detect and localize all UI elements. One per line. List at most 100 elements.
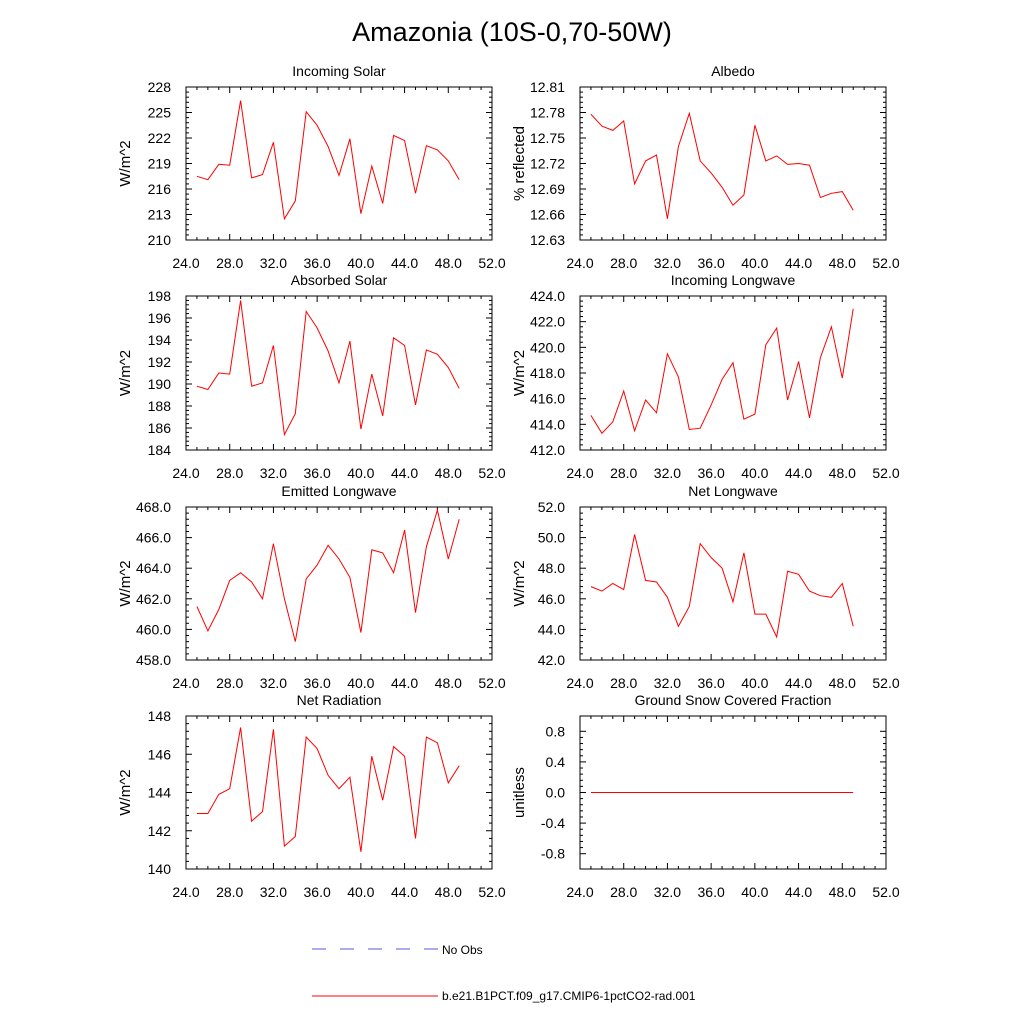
x-tick-label: 48.0 <box>829 884 856 900</box>
x-tick-label: 40.0 <box>347 884 374 900</box>
y-tick-label: 0.4 <box>546 754 566 770</box>
series-line <box>196 100 460 221</box>
x-tick-label: 24.0 <box>172 465 199 481</box>
plot-frame <box>185 295 493 451</box>
x-tick-label: 44.0 <box>785 884 812 900</box>
y-tick-label: 219 <box>148 156 172 172</box>
y-tick-label: 12.63 <box>530 232 565 248</box>
x-tick-label: 44.0 <box>785 675 812 691</box>
chart-panel: Incoming Solar W/m^2 24.0 28.0 32.0 36.0 40.0 4… <box>117 63 506 271</box>
x-tick-label: 48.0 <box>435 675 462 691</box>
y-tick-label: 198 <box>148 288 172 304</box>
x-tick-label: 52.0 <box>478 675 505 691</box>
x-tick-label: 44.0 <box>391 465 418 481</box>
plot-frame <box>579 715 887 870</box>
plot-frame <box>185 506 493 661</box>
y-tick-label: 222 <box>148 130 172 146</box>
y-tick-label: 12.75 <box>530 130 565 146</box>
x-tick-label: 24.0 <box>172 884 199 900</box>
plot-frame <box>579 86 887 241</box>
x-tick-label: 52.0 <box>478 255 505 271</box>
x-tick-label: 28.0 <box>610 255 637 271</box>
x-tick-label: 36.0 <box>304 884 331 900</box>
figure-title: Amazonia (10S-0,70-50W) <box>352 17 672 47</box>
plot-frame <box>185 86 493 241</box>
x-tick-label: 28.0 <box>610 675 637 691</box>
y-tick-label: 48.0 <box>538 560 565 576</box>
x-tick-label: 52.0 <box>872 675 899 691</box>
y-tick-label: 225 <box>148 105 172 121</box>
x-tick-label: 32.0 <box>654 465 681 481</box>
y-tick-label: 190 <box>148 376 172 392</box>
x-tick-label: 44.0 <box>785 255 812 271</box>
x-tick-label: 40.0 <box>347 465 374 481</box>
x-tick-label: 40.0 <box>741 884 768 900</box>
y-tick-label: 424.0 <box>530 288 565 304</box>
panel-title: Net Radiation <box>297 692 382 708</box>
y-tick-label: 462.0 <box>136 591 171 607</box>
x-tick-label: 48.0 <box>829 675 856 691</box>
x-tick-label: 28.0 <box>216 465 243 481</box>
series-line <box>196 727 460 852</box>
y-tick-label: 468.0 <box>136 499 171 515</box>
plot-frame <box>579 295 887 451</box>
y-tick-label: 188 <box>148 398 172 414</box>
y-tick-label: 210 <box>148 232 172 248</box>
x-tick-label: 24.0 <box>566 675 593 691</box>
x-tick-label: 36.0 <box>304 675 331 691</box>
x-tick-label: 32.0 <box>654 675 681 691</box>
y-tick-label: 416.0 <box>530 391 565 407</box>
y-tick-label: 142 <box>148 823 172 839</box>
y-tick-label: 12.66 <box>530 207 565 223</box>
y-tick-label: 418.0 <box>530 365 565 381</box>
y-tick-label: 0.8 <box>546 723 566 739</box>
x-tick-label: 40.0 <box>347 675 374 691</box>
y-tick-label: 46.0 <box>538 591 565 607</box>
panel-title: Albedo <box>711 63 755 79</box>
y-axis-label: W/m^2 <box>117 560 134 606</box>
y-tick-label: 213 <box>148 207 172 223</box>
legend: No Obs b.e21.B1PCT.f09_g17.CMIP6-1pctCO2… <box>312 943 696 1003</box>
y-tick-label: 146 <box>148 746 172 762</box>
chart-panel: Absorbed Solar W/m^2 24.0 28.0 32.0 36.0 40.0 4… <box>117 272 506 481</box>
x-tick-label: 24.0 <box>172 675 199 691</box>
panel-title: Incoming Solar <box>292 63 386 79</box>
x-tick-label: 48.0 <box>829 255 856 271</box>
y-tick-label: 186 <box>148 420 172 436</box>
y-tick-label: 140 <box>148 861 172 877</box>
y-tick-label: -0.4 <box>541 815 565 831</box>
y-tick-label: 42.0 <box>538 652 565 668</box>
x-tick-label: 48.0 <box>435 465 462 481</box>
x-tick-label: 40.0 <box>741 675 768 691</box>
x-tick-label: 40.0 <box>741 255 768 271</box>
x-tick-label: 52.0 <box>478 465 505 481</box>
y-tick-label: 50.0 <box>538 530 565 546</box>
y-tick-label: -0.8 <box>541 846 565 862</box>
series-line <box>590 534 854 639</box>
x-tick-label: 44.0 <box>391 255 418 271</box>
panel-title: Emitted Longwave <box>281 483 396 499</box>
chart-panel: Incoming Longwave W/m^2 24.0 28.0 32.0 36.0 40… <box>511 272 900 481</box>
x-tick-label: 52.0 <box>478 884 505 900</box>
x-tick-label: 48.0 <box>435 255 462 271</box>
y-axis-label: W/m^2 <box>511 560 528 606</box>
y-tick-label: 196 <box>148 310 172 326</box>
y-axis-label: W/m^2 <box>117 350 134 396</box>
y-tick-label: 184 <box>148 442 172 458</box>
y-axis-label: W/m^2 <box>511 350 528 396</box>
y-tick-label: 466.0 <box>136 530 171 546</box>
x-tick-label: 52.0 <box>872 465 899 481</box>
y-tick-label: 194 <box>148 332 172 348</box>
x-tick-label: 24.0 <box>566 884 593 900</box>
series-line <box>590 308 854 435</box>
x-tick-label: 40.0 <box>741 465 768 481</box>
x-tick-label: 44.0 <box>391 675 418 691</box>
y-axis-label: unitless <box>511 767 528 818</box>
chart-panel: Ground Snow Covered Fraction unitless 24.0… <box>511 692 900 900</box>
x-tick-label: 36.0 <box>304 255 331 271</box>
y-tick-label: 12.69 <box>530 181 565 197</box>
legend-model-label: b.e21.B1PCT.f09_g17.CMIP6-1pctCO2-rad.00… <box>442 989 696 1003</box>
y-tick-label: 44.0 <box>538 621 565 637</box>
x-tick-label: 24.0 <box>566 465 593 481</box>
x-tick-label: 48.0 <box>829 465 856 481</box>
